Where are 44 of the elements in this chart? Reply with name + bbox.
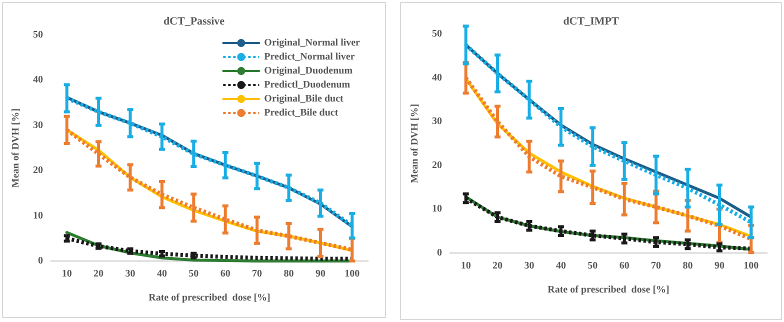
- x-tick-label: 90: [315, 268, 326, 280]
- x-tick-label: 100: [744, 260, 759, 272]
- x-tick-label: 10: [460, 260, 471, 272]
- x-tick-label: 10: [62, 268, 72, 280]
- x-tick-label: 50: [188, 268, 199, 280]
- legend-label: Original_Duodenum: [264, 66, 354, 76]
- x-axis-title: Rate of prescribed dose [%]: [548, 284, 670, 296]
- chart-title: dCT_Passive: [163, 16, 225, 28]
- x-tick-label: 50: [588, 260, 598, 272]
- x-tick-label: 70: [651, 260, 662, 272]
- x-tick-label: 30: [125, 268, 136, 280]
- legend-label: Predictl_Duodenum: [264, 80, 351, 90]
- x-tick-label: 20: [94, 268, 104, 280]
- legend-label: Original_Normal liver: [264, 38, 361, 48]
- x-tick-label: 70: [252, 268, 262, 280]
- y-tick-label: 10: [33, 210, 43, 222]
- x-tick-label: 90: [714, 260, 724, 272]
- legend-label: Original_Bile duct: [264, 94, 344, 104]
- y-tick-label: 50: [432, 28, 442, 40]
- chart-title: dCT_IMPT: [563, 16, 620, 28]
- y-tick-label: 10: [432, 204, 442, 215]
- y-tick-label: 40: [432, 72, 442, 84]
- x-axis-title: Rate of prescribed dose [%]: [148, 292, 270, 304]
- y-tick-label: 20: [432, 160, 442, 171]
- legend-label: Predict_Normal liver: [264, 52, 356, 62]
- x-tick-label: 80: [284, 268, 294, 280]
- x-tick-label: 60: [619, 260, 630, 272]
- x-tick-label: 60: [220, 268, 230, 280]
- x-tick-label: 100: [344, 268, 360, 280]
- x-tick-label: 30: [524, 260, 534, 272]
- x-tick-label: 80: [682, 260, 693, 272]
- y-axis-title: Mean of DVH [%]: [410, 104, 420, 184]
- y-tick-label: 50: [33, 30, 43, 40]
- x-tick-label: 40: [556, 260, 566, 272]
- y-axis-title: Mean of DVH [%]: [10, 108, 22, 188]
- y-tick-label: 20: [33, 165, 43, 176]
- y-tick-label: 40: [33, 74, 43, 86]
- y-tick-label: 0: [38, 256, 43, 266]
- y-tick-label: 30: [432, 116, 442, 128]
- y-tick-label: 30: [33, 120, 43, 131]
- x-tick-label: 20: [492, 260, 503, 272]
- legend-label: Predict_Bile duct: [264, 108, 339, 118]
- x-tick-label: 40: [156, 268, 167, 280]
- y-tick-label: 0: [437, 248, 442, 258]
